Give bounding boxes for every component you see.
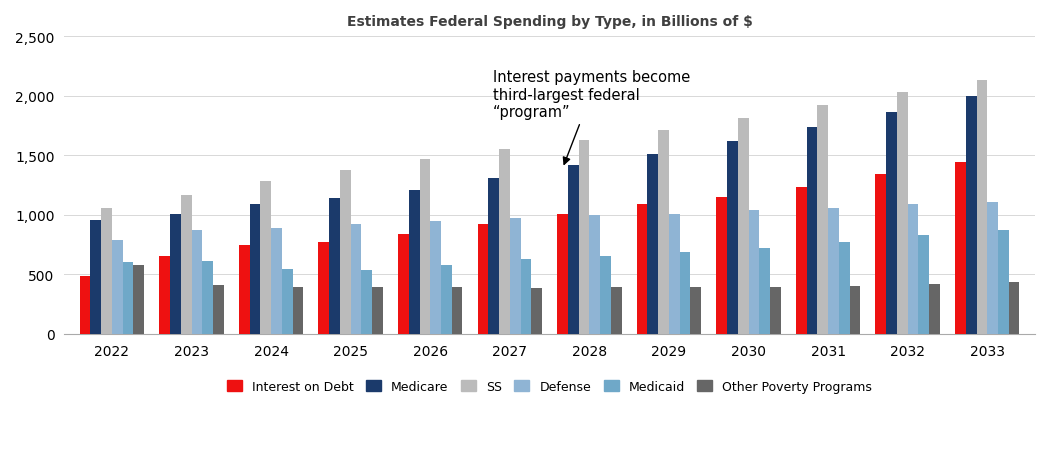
Bar [956,163,966,334]
Bar [330,199,340,334]
Bar [897,93,907,334]
Bar [452,287,462,334]
Bar [749,211,759,334]
Bar [260,182,271,334]
Bar [521,260,531,334]
Bar [849,286,860,334]
Bar [398,234,408,334]
Bar [430,221,441,334]
Bar [170,214,181,334]
Bar [691,287,701,334]
Bar [658,131,669,334]
Bar [987,202,998,334]
Bar [239,245,250,334]
Bar [340,170,351,334]
Bar [876,175,886,334]
Bar [478,225,488,334]
Bar [738,119,749,334]
Bar [90,220,101,334]
Bar [361,270,372,334]
Text: Interest payments become
third-largest federal
“program”: Interest payments become third-largest f… [492,70,690,165]
Bar [976,81,987,334]
Bar [250,205,260,334]
Bar [828,208,839,334]
Bar [558,214,568,334]
Bar [601,257,611,334]
Bar [679,252,691,334]
Bar [191,231,203,334]
Bar [510,219,521,334]
Bar [886,113,897,334]
Bar [271,228,281,334]
Bar [919,236,929,334]
Bar [929,285,940,334]
Legend: Interest on Debt, Medicare, SS, Defense, Medicaid, Other Poverty Programs: Interest on Debt, Medicare, SS, Defense,… [227,380,873,393]
Bar [716,198,727,334]
Bar [203,262,213,334]
Bar [839,242,849,334]
Bar [101,208,112,334]
Bar [80,276,90,334]
Bar [727,142,738,334]
Bar [998,230,1009,334]
Bar [281,269,293,334]
Bar [318,242,330,334]
Bar [160,257,170,334]
Bar [351,224,361,334]
Bar [488,178,499,334]
Bar [133,266,144,334]
Bar [372,287,383,334]
Bar [611,288,622,334]
Bar [796,188,806,334]
Bar [293,287,303,334]
Bar [420,159,430,334]
Bar [669,214,679,334]
Bar [636,205,648,334]
Bar [499,150,510,334]
Bar [648,155,658,334]
Bar [123,263,133,334]
Title: Estimates Federal Spending by Type, in Billions of $: Estimates Federal Spending by Type, in B… [346,15,753,29]
Bar [408,190,420,334]
Bar [531,288,542,334]
Bar [770,287,781,334]
Bar [1009,282,1020,334]
Bar [589,216,601,334]
Bar [759,248,770,334]
Bar [112,240,123,334]
Bar [806,127,817,334]
Bar [966,96,976,334]
Bar [181,195,191,334]
Bar [568,165,579,334]
Bar [579,140,589,334]
Bar [441,266,452,334]
Bar [213,285,224,334]
Bar [817,106,828,334]
Bar [907,205,919,334]
